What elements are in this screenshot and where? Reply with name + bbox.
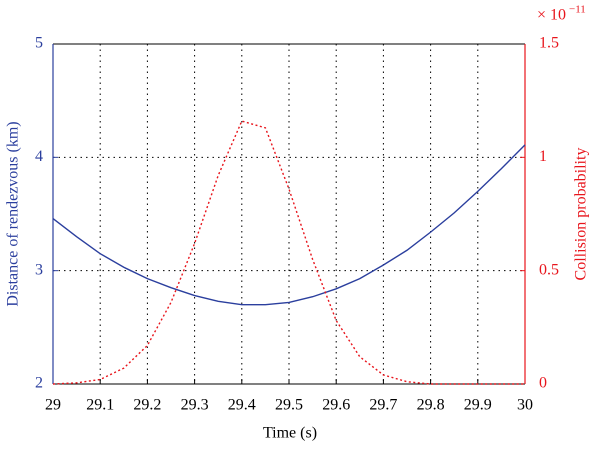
y2-tick-label: 1 — [539, 148, 547, 165]
y-axis-label: Distance of rendezvous (km) — [5, 121, 22, 306]
x-tick-label: 30 — [517, 397, 533, 414]
series-line — [52, 120, 525, 385]
y-tick-label: 2 — [35, 375, 43, 392]
y2-tick-label: 0.5 — [539, 261, 559, 278]
series-line — [52, 144, 526, 306]
x-tick-label: 29.6 — [322, 397, 350, 414]
x-tick-label: 29.5 — [275, 397, 303, 414]
y-tick-label: 5 — [35, 35, 43, 52]
y2-axis-label: Collision probability — [573, 148, 590, 281]
x-axis-label: Time (s) — [263, 425, 317, 442]
x-tick-label: 29.4 — [228, 397, 256, 414]
y2-tick-label: 1.5 — [539, 35, 559, 52]
x-tick-label: 29.2 — [133, 397, 161, 414]
x-tick-label: 29.1 — [86, 397, 114, 414]
x-tick-label: 29.3 — [181, 397, 209, 414]
y2-tick-label: 0 — [539, 375, 547, 392]
x-tick-label: 29.9 — [464, 397, 492, 414]
x-tick-label: 29.8 — [417, 397, 445, 414]
y-tick-label: 4 — [35, 148, 43, 165]
y2-exponent-power: −11 — [569, 4, 586, 16]
y-tick-label: 3 — [35, 261, 43, 278]
y2-exponent-base: × 10 — [537, 7, 566, 24]
x-tick-label: 29.7 — [369, 397, 397, 414]
x-tick-label: 29 — [45, 397, 61, 414]
